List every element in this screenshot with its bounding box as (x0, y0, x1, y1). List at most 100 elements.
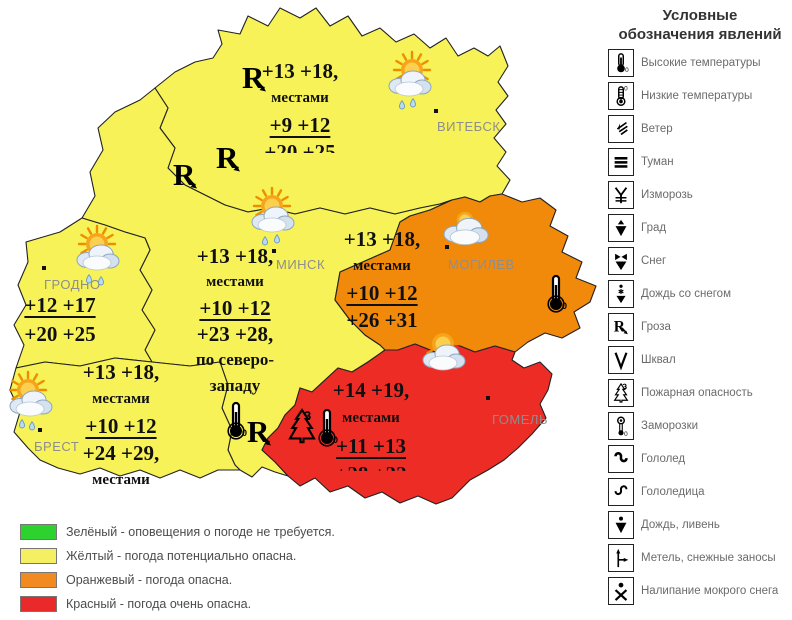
legend-title: Условные обозначения явлений (608, 6, 792, 44)
red-swatch (20, 596, 57, 612)
symbols-legend: Условные обозначения явлений 0 Высокие т… (608, 6, 792, 605)
snow-icon (608, 247, 634, 275)
legend-item-label: Шквал (641, 353, 676, 366)
forecast-line: +13 +18, (82, 360, 160, 384)
legend-title-line1: Условные (662, 7, 738, 24)
severity-row-red: Красный - погода очень опасна. (20, 596, 335, 612)
svg-text:0: 0 (562, 301, 567, 311)
forecast-line: +13 +18, (343, 227, 421, 251)
severity-label: Оранжевый - погода опасна. (66, 573, 233, 587)
severity-label: Жёлтый - погода потенциально опасна. (66, 549, 297, 563)
belarus-map: ВИТЕБСК МИНСК МОГИЛЕВ ГОМЕЛЬ ГРОДНО БРЕС… (8, 7, 597, 505)
wind-icon (608, 115, 634, 143)
svg-text:0: 0 (625, 67, 629, 74)
city-dot-vitebsk (434, 109, 438, 113)
forecast-line-clipped: +20 +24 (78, 494, 164, 499)
legend-item-frost: 0 Заморозки (608, 412, 792, 440)
forecast-line: местами (92, 391, 150, 407)
forecast-line-clipped: +28 +32 (328, 460, 414, 471)
legend-item-label: Град (641, 221, 667, 234)
forecast-grodno: +12 +17 +20 +25 (18, 291, 102, 349)
severity-legend: Зелёный - оповещения о погоде не требует… (20, 524, 335, 620)
wet-snow-icon (608, 577, 634, 605)
legend-item-label: Пожарная опасность (641, 386, 753, 399)
legend-item-label: Туман (641, 155, 674, 168)
forecast-line: +10 +12 (85, 414, 157, 438)
thunderstorm-icon: R (242, 60, 266, 95)
orange-swatch (20, 572, 57, 588)
legend-item-label: Метель, снежные заносы (641, 551, 776, 564)
severity-row-green: Зелёный - оповещения о погоде не требует… (20, 524, 335, 540)
svg-text:0: 0 (333, 435, 338, 445)
legend-item-wet-snow: Налипание мокрого снега (608, 577, 792, 605)
svg-text:R: R (247, 414, 270, 449)
region-brest[interactable] (9, 357, 241, 479)
legend-item-black-ice: Гололедица (608, 478, 792, 506)
forecast-line: местами (353, 258, 411, 274)
fire-danger-icon (288, 408, 316, 444)
region-grodno[interactable] (13, 217, 156, 369)
forecast-line: +24 +29, (82, 441, 160, 465)
legend-item-label: Низкие температуры (641, 89, 753, 102)
forecast-line: местами (271, 90, 329, 106)
legend-item-hail: Град (608, 214, 792, 242)
forecast-line: +26 +31 (346, 308, 418, 332)
green-swatch (20, 524, 57, 540)
city-label-vitebsk: ВИТЕБСК (437, 119, 500, 134)
legend-item-low-temp: 0 Низкие температуры (608, 82, 792, 110)
svg-text:R: R (614, 319, 626, 336)
thunderstorm-icon: R (608, 313, 634, 341)
heavy-rain-icon (608, 511, 634, 539)
legend-item-label: Дождь со снегом (641, 287, 731, 300)
legend-item-label: Ветер (641, 122, 673, 135)
legend-item-label: Гололед (641, 452, 686, 465)
city-dot-grodno (42, 266, 46, 270)
black-ice-icon (608, 478, 634, 506)
legend-item-label: Гроза (641, 320, 671, 333)
legend-item-wind: Ветер (608, 115, 792, 143)
forecast-line: +20 +25 (24, 322, 96, 346)
legend-item-high-temp: 0 Высокие температуры (608, 49, 792, 77)
svg-text:R: R (216, 140, 239, 175)
forecast-line: +14 +19, (332, 378, 410, 402)
region-mogilev[interactable] (334, 193, 597, 353)
thunderstorm-icon: R (216, 140, 240, 175)
forecast-line: +13 +18, (196, 244, 274, 268)
region-gomel[interactable] (261, 343, 553, 505)
forecast-line: местами (206, 274, 264, 290)
legend-item-squall: Шквал (608, 346, 792, 374)
legend-title-line2: обозначения явлений (618, 26, 782, 43)
legend-item-blizzard: Метель, снежные заносы (608, 544, 792, 572)
severity-label: Зелёный - оповещения о погоде не требует… (66, 525, 335, 539)
ice-icon (608, 445, 634, 473)
legend-item-label: Заморозки (641, 419, 699, 432)
legend-item-label: Налипание мокрого снега (641, 584, 779, 597)
city-label-brest: БРЕСТ (34, 439, 79, 454)
rain-snow-icon (608, 280, 634, 308)
city-label-minsk: МИНСК (276, 257, 325, 272)
forecast-vitebsk: +13 +18, местами +9 +12 +20 +25 (254, 58, 346, 153)
squall-icon (608, 346, 634, 374)
yellow-swatch (20, 548, 57, 564)
forecast-line: +10 +12 (199, 296, 271, 320)
legend-item-rain-snow: Дождь со снегом (608, 280, 792, 308)
thermometer-icon: 0 (227, 401, 247, 440)
city-label-mogilev: МОГИЛЕВ (448, 257, 515, 272)
legend-item-label: Изморозь (641, 188, 693, 201)
thermometer-icon: 0 (318, 408, 338, 447)
rime-icon (608, 181, 634, 209)
high-temp-icon: 0 (608, 49, 634, 77)
city-dot-brest (38, 428, 42, 432)
hail-icon (608, 214, 634, 242)
forecast-gomel: +14 +19, местами +11 +13 +28 +32 (328, 376, 414, 471)
forecast-line: +9 +12 (269, 113, 331, 137)
legend-item-label: Гололедица (641, 485, 705, 498)
forecast-line: местами (342, 410, 400, 426)
severity-row-orange: Оранжевый - погода опасна. (20, 572, 335, 588)
city-label-gomel: ГОМЕЛЬ (492, 412, 548, 427)
thermometer-icon: 0 (547, 274, 567, 313)
legend-item-fog: Туман (608, 148, 792, 176)
forecast-mogilev: +13 +18, местами +10 +12 +26 +31 (338, 226, 426, 334)
forecast-line: +10 +12 (346, 281, 418, 305)
